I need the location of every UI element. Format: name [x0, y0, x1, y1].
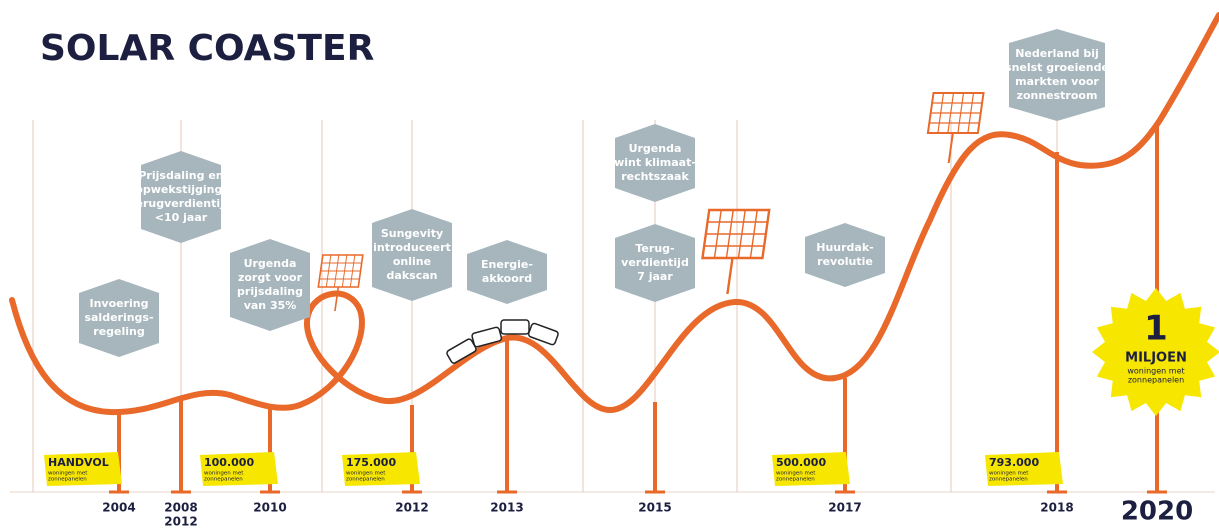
- milestone-text: regeling: [93, 325, 144, 338]
- coaster-car: [501, 320, 529, 334]
- badge-sub: zonnepanelen: [989, 477, 1028, 483]
- panel-stand: [727, 258, 732, 294]
- year-label: 2018: [1040, 501, 1073, 515]
- year-label: 2017: [828, 501, 861, 515]
- solar-panel: [924, 93, 984, 163]
- milestone-text: Sungevity: [381, 227, 443, 240]
- badge-value: 175.000: [346, 456, 396, 469]
- milestone-text: rechtszaak: [621, 170, 689, 183]
- year-label: 2012: [395, 501, 428, 515]
- year-label: 2004: [102, 501, 135, 515]
- milestone-text: zorgt voor: [238, 271, 303, 284]
- infographic: SOLAR COASTER Invoeringsalderings-regeli…: [0, 0, 1219, 530]
- badge-sub: zonnepanelen: [776, 477, 815, 483]
- badge-value: HANDVOL: [48, 456, 109, 469]
- milestone-text: zonnestroom: [1017, 89, 1098, 102]
- milestone-text: Urgenda: [244, 257, 297, 270]
- car-body: [501, 320, 529, 334]
- star-word: MILJOEN: [1125, 351, 1187, 366]
- star-number: 1: [1144, 309, 1168, 349]
- badge-value: 500.000: [776, 456, 826, 469]
- badge-sub: zonnepanelen: [346, 477, 385, 483]
- year-label: 2013: [490, 501, 523, 515]
- year-label: 2008: [164, 501, 197, 515]
- badge-value: 100.000: [204, 456, 254, 469]
- badge-value: 793.000: [989, 456, 1039, 469]
- milestone-text: revolutie: [817, 255, 873, 268]
- star-sub: zonnepanelen: [1128, 376, 1184, 385]
- milestone-text: introduceert: [373, 241, 451, 254]
- badge-sub: zonnepanelen: [204, 477, 243, 483]
- milestone-text: van 35%: [244, 299, 297, 312]
- milestone-text: opwekstijging;: [135, 183, 226, 196]
- milestone-text: akkoord: [482, 272, 532, 285]
- milestone-text: Terug-: [635, 242, 674, 255]
- year-label: 2015: [638, 501, 671, 515]
- milestone-text: dakscan: [387, 269, 438, 282]
- milestone-text: 7 jaar: [637, 270, 673, 283]
- milestone-text: salderings-: [84, 311, 153, 324]
- year-label: 2012: [164, 515, 197, 529]
- milestone-text: snelst groeiende: [1005, 61, 1109, 74]
- milestone-text: prijsdaling: [237, 285, 303, 298]
- year-label: 2010: [253, 501, 286, 515]
- star-sub: woningen met: [1127, 367, 1184, 376]
- milestone-text: <10 jaar: [155, 211, 208, 224]
- milestone-text: markten voor: [1015, 75, 1099, 88]
- milestone-text: wint klimaat-: [614, 156, 696, 169]
- title: SOLAR COASTER: [40, 28, 374, 69]
- milestone-text: Urgenda: [629, 142, 682, 155]
- year-label: 2020: [1121, 497, 1193, 527]
- milestone-text: online: [393, 255, 431, 268]
- milestone-text: terugverdientijd: [130, 197, 232, 210]
- milestone-text: Huurdak-: [816, 241, 873, 254]
- milestone-text: Prijsdaling en: [138, 169, 223, 182]
- milestone-text: Nederland bij: [1015, 47, 1099, 60]
- badge-sub: zonnepanelen: [48, 477, 87, 483]
- solar-panel: [697, 210, 769, 294]
- milestone-text: Energie-: [481, 258, 533, 271]
- milestone-text: Invoering: [89, 297, 148, 310]
- milestone-text: verdientijd: [621, 256, 689, 269]
